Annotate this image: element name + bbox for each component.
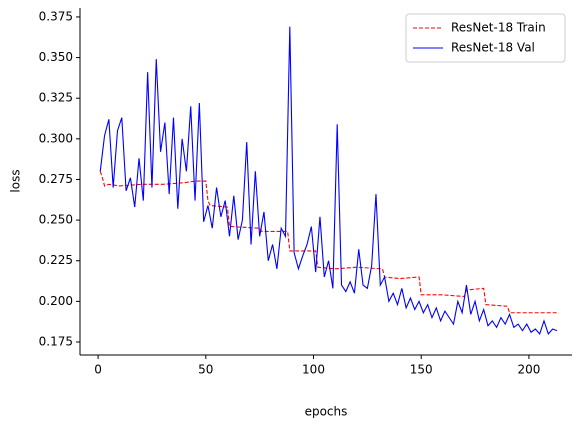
legend-label: ResNet-18 Train xyxy=(451,21,546,35)
y-tick-label: 0.275 xyxy=(39,172,73,186)
legend-label: ResNet-18 Val xyxy=(451,41,535,55)
x-axis-label: epochs xyxy=(305,405,348,419)
y-tick-label: 0.325 xyxy=(39,91,73,105)
x-tick-label: 50 xyxy=(198,363,213,377)
x-tick-label: 0 xyxy=(94,363,102,377)
x-tick-label: 200 xyxy=(517,363,540,377)
y-axis-label: loss xyxy=(9,169,23,192)
y-tick-label: 0.300 xyxy=(39,131,73,145)
y-tick-label: 0.350 xyxy=(39,50,73,64)
y-tick-label: 0.375 xyxy=(39,9,73,23)
legend-box xyxy=(405,13,566,63)
series-line xyxy=(99,26,558,335)
y-tick-label: 0.250 xyxy=(39,213,73,227)
series-line xyxy=(99,171,557,314)
x-tick-label: 100 xyxy=(302,363,325,377)
y-tick-label: 0.200 xyxy=(39,294,73,308)
x-tick-label: 150 xyxy=(410,363,433,377)
y-tick-label: 0.225 xyxy=(39,253,73,267)
y-tick-label: 0.175 xyxy=(39,334,73,348)
